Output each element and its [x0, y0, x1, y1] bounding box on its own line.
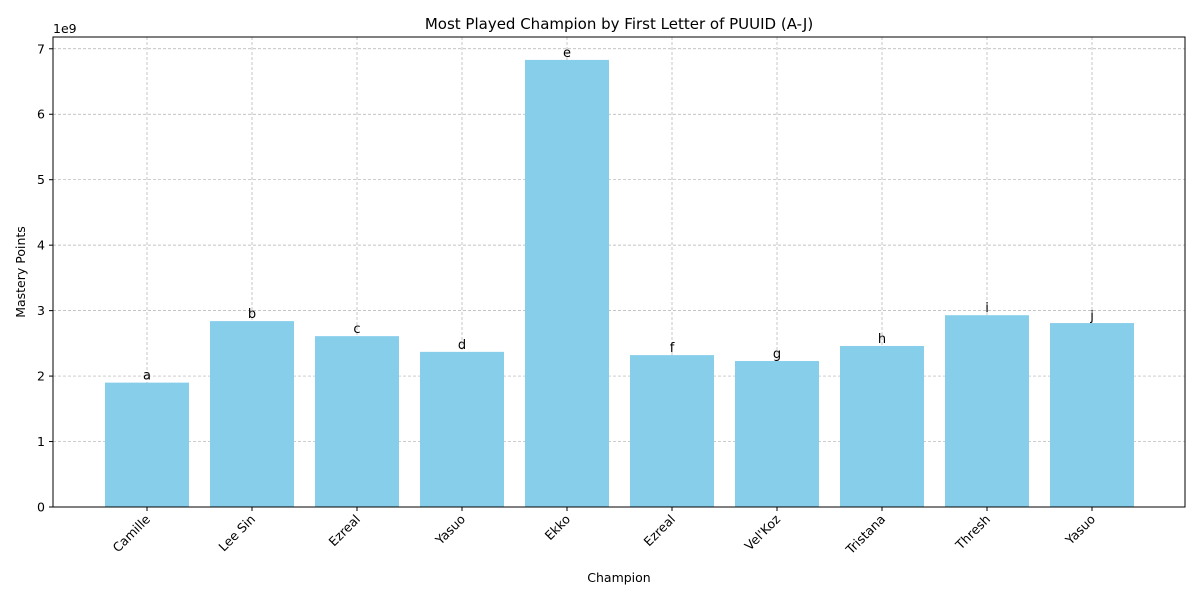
x-tick-label: Camille — [110, 511, 154, 555]
y-tick-label: 4 — [37, 238, 45, 253]
bar — [630, 355, 714, 507]
bar-data-label: b — [248, 307, 256, 322]
y-axis-label: Mastery Points — [13, 226, 28, 318]
x-tick-label: Lee Sin — [215, 512, 258, 555]
x-tick-label: Yasuo — [432, 512, 469, 549]
bar — [525, 59, 609, 508]
x-tick-label: Thresh — [952, 512, 993, 553]
bar — [840, 345, 924, 507]
chart-title: Most Played Champion by First Letter of … — [425, 15, 813, 33]
bar — [105, 382, 189, 507]
y-tick-label: 7 — [37, 41, 45, 56]
plot-area-frame — [52, 36, 1186, 508]
bar — [315, 336, 399, 507]
bar-data-label: i — [985, 301, 989, 316]
bar — [420, 351, 504, 507]
y-tick-label: 5 — [37, 172, 45, 187]
bar-data-label: a — [143, 369, 151, 384]
x-tick-label: Ekko — [542, 512, 574, 544]
bar — [945, 315, 1029, 507]
bar-data-label: f — [670, 341, 675, 356]
y-tick-label: 6 — [37, 107, 45, 122]
bar-data-label: c — [353, 322, 360, 337]
x-tick-label: Yasuo — [1062, 512, 1099, 549]
y-axis-ticks: 0 1 2 3 4 5 6 7 — [37, 41, 53, 515]
bar — [1050, 323, 1134, 507]
x-tick-label: Vel'Koz — [741, 511, 783, 553]
bar-data-label: h — [878, 332, 886, 347]
y-tick-label: 1 — [37, 434, 45, 449]
bar — [210, 321, 294, 507]
x-tick-label: Ezreal — [641, 512, 679, 550]
y-axis-offset-label: 1e9 — [53, 21, 77, 36]
bar-data-label: d — [458, 338, 466, 353]
bars — [105, 59, 1134, 508]
x-tick-label: Tristana — [842, 512, 888, 558]
bar-data-label: e — [563, 46, 571, 61]
x-axis-ticks: Camille Lee Sin Ezreal Yasuo Ekko Ezreal Vel'K… — [110, 507, 1099, 558]
y-tick-label: 0 — [37, 500, 45, 515]
bar — [735, 361, 819, 507]
x-tick-label: Ezreal — [326, 512, 364, 550]
x-axis-label: Champion — [587, 570, 650, 585]
y-tick-label: 3 — [37, 303, 45, 318]
bar-labels: a b c d e f g h i j — [143, 46, 1094, 384]
y-tick-label: 2 — [37, 369, 45, 384]
bar-data-label: j — [1089, 309, 1094, 324]
bar-data-label: g — [773, 347, 781, 362]
